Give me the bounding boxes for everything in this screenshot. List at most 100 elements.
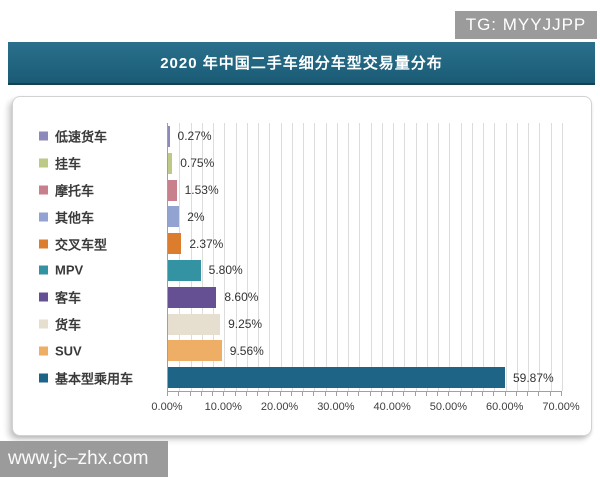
gridline	[336, 123, 338, 391]
axis-tick	[392, 391, 394, 396]
x-tick-label: 60.00%	[486, 401, 524, 413]
x-tick-label: 50.00%	[429, 401, 468, 413]
gridline	[505, 123, 507, 391]
data-label: 5.80%	[208, 263, 243, 278]
legend-marker	[39, 292, 48, 302]
data-label: 0.27%	[177, 129, 212, 144]
legend-marker	[39, 158, 48, 168]
gridline	[528, 123, 530, 391]
gridline	[235, 123, 237, 391]
legend-marker	[39, 346, 48, 356]
gridline	[438, 123, 440, 391]
gridline	[370, 123, 372, 391]
gridline	[393, 123, 395, 391]
data-label: 1.53%	[184, 183, 219, 197]
chart-title-bar: 2020 年中国二手车细分车型交易量分布	[8, 42, 595, 85]
axis-tick	[482, 391, 484, 396]
legend-marker	[39, 265, 48, 275]
axis-tick	[459, 391, 461, 396]
gridline	[213, 123, 215, 391]
gridline	[415, 123, 417, 391]
bar-摩托车	[168, 179, 177, 201]
x-tick-label: 20.00%	[260, 401, 299, 413]
legend-marker	[39, 319, 48, 329]
axis-tick	[493, 391, 495, 396]
axis-tick	[212, 391, 214, 396]
legend-item: 摩托车	[39, 181, 94, 200]
axis-tick	[515, 391, 517, 396]
legend-item: 低速货车	[39, 127, 107, 146]
axis-tick	[313, 391, 315, 396]
bar-MPV	[168, 259, 201, 281]
gridline	[179, 123, 181, 391]
axis-tick	[302, 391, 304, 396]
telegram-watermark: TG: MYYJJPP	[455, 11, 597, 39]
gridline	[381, 123, 383, 391]
gridline	[269, 123, 271, 391]
gridline	[483, 123, 485, 391]
legend-item: 其他车	[39, 207, 94, 226]
bar-基本型乘用车	[168, 367, 505, 389]
gridline	[404, 123, 406, 391]
bar-客车	[168, 286, 217, 308]
chart-card: 低速货车 挂车 摩托车 其他车 交叉车型 MPV 客车 货车 SUV 基本型乘用车 0.27% 0.…	[12, 96, 592, 436]
legend-marker	[39, 131, 48, 141]
axis-tick	[448, 391, 450, 396]
page-title: 2020 年中国二手车细分车型交易量分布	[160, 55, 443, 72]
legend-marker	[39, 185, 48, 195]
legend-label: MPV	[55, 262, 84, 278]
gridline	[460, 123, 462, 391]
data-label: 2.37%	[189, 236, 224, 251]
axis-tick	[414, 391, 416, 396]
axis-tick	[279, 391, 281, 396]
gridline	[258, 123, 260, 391]
x-axis: 0.00% 10.00% 20.00% 30.00% 40.00% 50.00% 60.00…	[151, 391, 580, 431]
gridline	[494, 123, 496, 391]
gridline	[562, 123, 563, 391]
site-watermark: www.jc–zhx.com	[0, 441, 168, 477]
legend-label: 其他车	[55, 210, 95, 226]
axis-tick	[504, 391, 506, 396]
gridline	[449, 123, 451, 391]
data-label: 9.56%	[229, 343, 264, 358]
gridline	[348, 123, 350, 391]
axis-tick	[290, 391, 292, 396]
legend-label: SUV	[55, 343, 82, 359]
axis-tick	[223, 391, 225, 396]
axis-tick	[245, 391, 247, 396]
legend-item: 货车	[39, 315, 81, 334]
legend-marker	[39, 212, 48, 222]
gridline	[190, 123, 192, 391]
bar-SUV	[168, 340, 222, 362]
legend-label: 低速货车	[55, 129, 108, 145]
bar-挂车	[168, 152, 173, 174]
gridline	[516, 123, 518, 391]
gridline	[291, 123, 293, 391]
legend-item: 交叉车型	[39, 234, 107, 253]
gridline	[224, 123, 226, 391]
axis-tick	[167, 391, 168, 396]
axis-tick	[538, 391, 540, 396]
axis-tick	[561, 391, 562, 396]
gridline	[201, 123, 203, 391]
plot-area: 0.27% 0.75% 1.53% 2% 2.37% 5.80% 8.60% 9.25% 9.5…	[167, 123, 563, 392]
x-tick-label: 0.00%	[151, 401, 183, 413]
legend-item: MPV	[39, 263, 83, 278]
bar-低速货车	[168, 125, 170, 147]
gridline	[314, 123, 316, 391]
axis-tick	[347, 391, 349, 396]
gridline	[303, 123, 305, 391]
axis-tick	[380, 391, 382, 396]
x-tick-label: 10.00%	[204, 401, 242, 413]
legend-marker	[39, 239, 48, 249]
x-tick-label: 40.00%	[373, 401, 411, 413]
legend-item: 基本型乘用车	[39, 368, 133, 387]
data-label: 59.87%	[512, 370, 554, 385]
bar-货车	[168, 313, 221, 335]
gridline	[550, 123, 552, 391]
legend-label: 交叉车型	[55, 237, 108, 253]
axis-tick	[403, 391, 405, 396]
axis-tick	[178, 391, 180, 396]
legend-label: 摩托车	[55, 183, 95, 199]
gridline	[280, 123, 282, 391]
